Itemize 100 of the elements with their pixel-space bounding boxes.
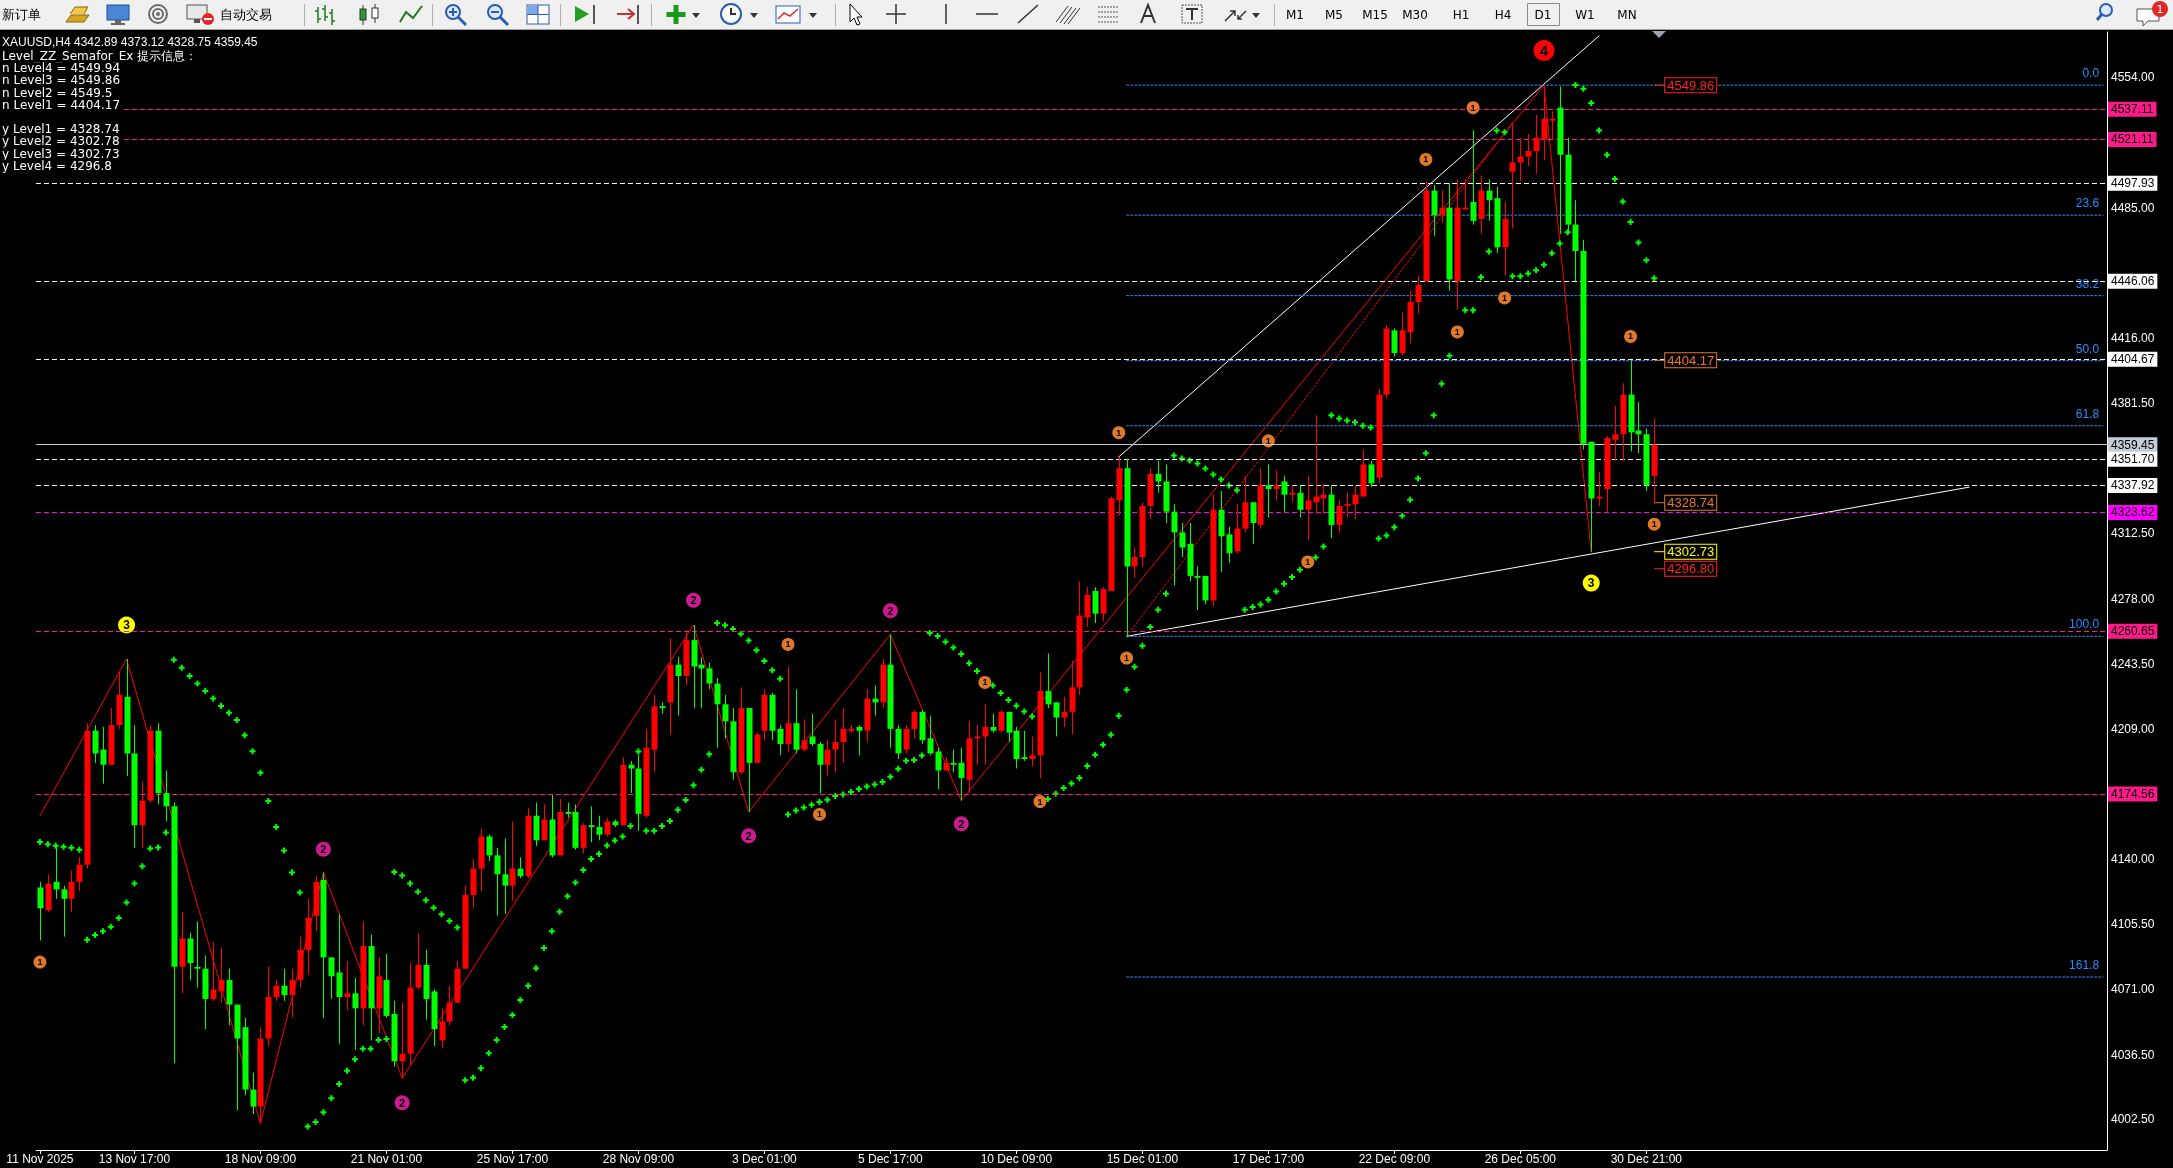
- annotation: 4328.74: [1667, 495, 1715, 511]
- text: MN: [1617, 8, 1637, 22]
- candlestick: [1226, 526, 1233, 564]
- ref-line-label: 4323.62: [2111, 505, 2155, 520]
- text: 1: [1116, 427, 1122, 438]
- x-tick-label: 26 Dec 05:00: [1484, 1152, 1557, 1166]
- candlestick: [1250, 501, 1257, 545]
- candlestick: [92, 724, 99, 764]
- y-tick-label: 4485.00: [2111, 200, 2155, 215]
- candlestick: [935, 747, 942, 790]
- y-tick-label: 4209.00: [2111, 721, 2155, 736]
- candlestick: [1092, 586, 1099, 624]
- candlestick: [76, 856, 83, 892]
- candlestick: [958, 747, 965, 802]
- candlestick: [785, 666, 792, 753]
- candlestick: [1084, 586, 1091, 628]
- candlestick: [486, 834, 493, 862]
- candlestick: [722, 694, 729, 739]
- text: H4: [1494, 8, 1512, 22]
- candlestick: [509, 820, 516, 902]
- text: 1: [1305, 556, 1311, 567]
- candlestick: [1029, 735, 1036, 768]
- candlestick: [1155, 460, 1162, 494]
- ref-line-label: 4521.11: [2111, 132, 2154, 147]
- series-label: 2: [690, 594, 697, 607]
- ref-line-label: 4359.45: [2111, 437, 2155, 452]
- candlestick: [1265, 463, 1272, 518]
- y-tick-label: 4071.00: [2111, 982, 2155, 997]
- annotation: 4296.80: [1667, 561, 1715, 577]
- candlestick: [675, 656, 682, 717]
- chart-title: XAUUSD,H4 4342.89 4373.12 4328.75 4359.45: [2, 35, 258, 49]
- x-tick-label: 5 Dec 17:00: [858, 1152, 924, 1166]
- text: H1: [1452, 8, 1470, 22]
- text: 1: [1651, 519, 1657, 530]
- candlestick: [1525, 133, 1532, 167]
- ref-line-label: 4497.93: [2111, 176, 2155, 191]
- series-label: 161.8: [2069, 958, 2100, 973]
- y-tick-label: 4554.00: [2111, 70, 2155, 85]
- text: 1: [2156, 3, 2164, 16]
- candlestick: [817, 741, 824, 794]
- candlestick: [1533, 114, 1540, 175]
- candlestick: [706, 662, 713, 690]
- candlestick: [809, 713, 816, 747]
- candlestick: [1336, 499, 1343, 533]
- candlestick: [1194, 565, 1201, 611]
- text: 1: [1423, 154, 1429, 165]
- candlestick: [289, 968, 296, 1019]
- text: M30: [1402, 8, 1428, 22]
- candlestick: [194, 920, 201, 989]
- candlestick: [824, 739, 831, 777]
- candlestick: [517, 856, 524, 879]
- candlestick: [950, 749, 957, 773]
- candlestick: [580, 822, 587, 854]
- x-tick-label: 3 Dec 01:00: [732, 1152, 798, 1166]
- candlestick: [927, 715, 934, 756]
- candlestick: [210, 941, 217, 1002]
- candlestick: [1439, 190, 1446, 224]
- candlestick: [502, 837, 509, 915]
- candlestick: [1179, 522, 1186, 558]
- candlestick: [903, 724, 910, 754]
- candlestick: [990, 713, 997, 734]
- candlestick: [61, 885, 68, 938]
- x-tick-label: 21 Nov 01:00: [350, 1152, 423, 1166]
- y-tick-label: 4312.50: [2111, 526, 2155, 541]
- candlestick: [273, 979, 280, 1002]
- candlestick: [982, 703, 989, 766]
- x-tick-label: 11 Nov 2025: [6, 1152, 74, 1166]
- text: 2: [320, 843, 327, 856]
- candlestick: [832, 718, 839, 773]
- candlestick: [911, 709, 918, 739]
- candlestick: [1352, 484, 1359, 520]
- candlestick: [998, 709, 1005, 734]
- candlestick: [328, 956, 335, 1000]
- candlestick: [1470, 129, 1477, 226]
- annotation: n Level2 = 4549.5: [2, 85, 113, 100]
- candlestick: [1273, 469, 1280, 501]
- series-label: 23.6: [2075, 196, 2100, 211]
- text: 自动交易: [220, 7, 272, 22]
- ref-line-label: 4260.65: [2111, 624, 2155, 639]
- candlestick: [37, 881, 44, 941]
- annotation: 4549.86: [1667, 77, 1715, 93]
- candlestick: [1234, 503, 1241, 554]
- candlestick: [1549, 110, 1556, 141]
- text: M15: [1362, 8, 1388, 22]
- ref-line-label: 4537.11: [2111, 102, 2154, 117]
- x-tick-label: 22 Dec 09:00: [1358, 1152, 1431, 1166]
- annotation: 4404.17: [1667, 352, 1715, 368]
- candlestick: [1391, 328, 1398, 358]
- text: 新订单: [2, 7, 41, 22]
- text: W1: [1575, 8, 1595, 22]
- text: 1: [1628, 331, 1634, 342]
- y-tick-label: 4140.00: [2111, 852, 2155, 867]
- text: 1: [982, 677, 988, 688]
- annotation: 1: [37, 957, 43, 968]
- x-tick-label: 17 Dec 17:00: [1232, 1152, 1305, 1166]
- series-label: 3: [1587, 576, 1595, 591]
- x-tick-label: 18 Nov 09:00: [224, 1152, 297, 1166]
- y-tick-label: 4416.00: [2111, 330, 2155, 345]
- y-tick-label: 4036.50: [2111, 1047, 2155, 1062]
- x-tick-label: 15 Dec 01:00: [1106, 1152, 1179, 1166]
